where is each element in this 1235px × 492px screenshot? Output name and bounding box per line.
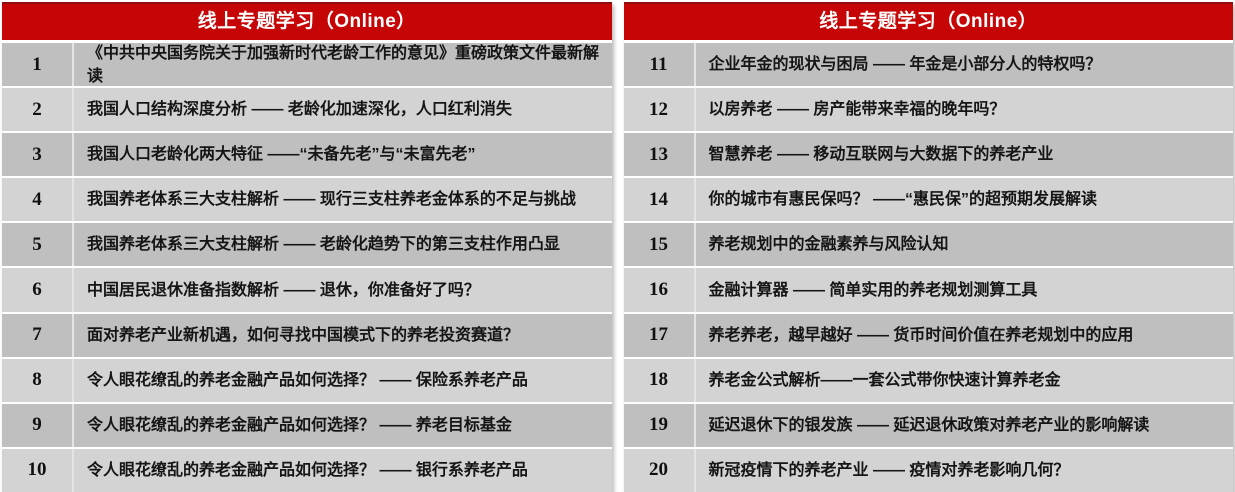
topic-title: 我国养老体系三大支柱解析 —— 现行三支柱养老金体系的不足与挑战 bbox=[72, 178, 612, 222]
topic-title: 养老规划中的金融素养与风险认知 bbox=[693, 223, 1234, 267]
row-number: 20 bbox=[649, 459, 668, 481]
topic-title: 以房养老 —— 房产能带来幸福的晚年吗？ bbox=[693, 88, 1234, 132]
table-header-right: 线上专题学习（Online） bbox=[623, 2, 1233, 40]
topic-title: 令人眼花缭乱的养老金融产品如何选择？ —— 银行系养老产品 bbox=[72, 448, 612, 492]
topic-title: 我国人口老龄化两大特征 ——“未备先老”与“未富先老” bbox=[72, 133, 612, 177]
table-row: 12 以房养老 —— 房产能带来幸福的晚年吗？ bbox=[623, 88, 1234, 132]
row-number: 5 bbox=[32, 233, 42, 255]
table-row: 14 你的城市有惠民保吗？ ——“惠民保”的超预期发展解读 bbox=[623, 178, 1234, 222]
table-row: 5 我国养老体系三大支柱解析 —— 老龄化趋势下的第三支柱作用凸显 bbox=[2, 223, 612, 267]
row-number: 10 bbox=[27, 459, 47, 481]
topic-title: 《中共中央国务院关于加强新时代老龄工作的意见》重磅政策文件最新解读 bbox=[72, 43, 612, 87]
row-number: 15 bbox=[649, 233, 668, 255]
topic-title: 金融计算器 —— 简单实用的养老规划测算工具 bbox=[693, 268, 1234, 312]
topic-title: 令人眼花缭乱的养老金融产品如何选择？ —— 保险系养老产品 bbox=[72, 358, 612, 402]
row-number: 13 bbox=[649, 143, 668, 165]
row-number: 2 bbox=[32, 98, 42, 120]
row-number: 7 bbox=[32, 324, 42, 346]
row-number: 8 bbox=[32, 369, 42, 391]
row-number: 6 bbox=[32, 279, 42, 301]
table-row: 17 养老养老，越早越好 —— 货币时间价值在养老规划中的应用 bbox=[623, 313, 1234, 357]
topic-title: 你的城市有惠民保吗？ ——“惠民保”的超预期发展解读 bbox=[693, 178, 1234, 222]
row-number: 18 bbox=[649, 369, 668, 391]
topic-title: 延迟退休下的银发族 —— 延迟退休政策对养老产业的影响解读 bbox=[693, 403, 1234, 447]
table-row: 15 养老规划中的金融素养与风险认知 bbox=[623, 223, 1234, 267]
topic-title: 智慧养老 —— 移动互联网与大数据下的养老产业 bbox=[693, 133, 1234, 177]
table-row: 3 我国人口老龄化两大特征 ——“未备先老”与“未富先老” bbox=[2, 133, 612, 177]
table-row: 16 金融计算器 —— 简单实用的养老规划测算工具 bbox=[623, 268, 1234, 312]
topic-title: 我国养老体系三大支柱解析 —— 老龄化趋势下的第三支柱作用凸显 bbox=[72, 223, 612, 267]
table-row: 7 面对养老产业新机遇，如何寻找中国模式下的养老投资赛道？ bbox=[2, 313, 612, 357]
row-number: 4 bbox=[32, 188, 42, 210]
online-learning-table-left: 线上专题学习（Online） 1 《中共中央国务院关于加强新时代老龄工作的意见》… bbox=[2, 2, 612, 492]
topic-title: 我国人口结构深度分析 —— 老龄化加速深化，人口红利消失 bbox=[72, 88, 612, 132]
row-number: 19 bbox=[649, 414, 668, 436]
row-number: 17 bbox=[649, 324, 668, 346]
row-number: 3 bbox=[32, 143, 42, 165]
table-row: 4 我国养老体系三大支柱解析 —— 现行三支柱养老金体系的不足与挑战 bbox=[2, 178, 612, 222]
table-row: 19 延迟退休下的银发族 —— 延迟退休政策对养老产业的影响解读 bbox=[623, 403, 1234, 447]
row-number: 14 bbox=[649, 188, 668, 210]
topic-title: 面对养老产业新机遇，如何寻找中国模式下的养老投资赛道？ bbox=[72, 313, 612, 357]
topic-title: 企业年金的现状与困局 —— 年金是小部分人的特权吗？ bbox=[693, 43, 1234, 87]
online-learning-table-right: 线上专题学习（Online） 11 企业年金的现状与困局 —— 年金是小部分人的… bbox=[623, 2, 1234, 492]
table-row: 8 令人眼花缭乱的养老金融产品如何选择？ —— 保险系养老产品 bbox=[2, 358, 612, 402]
row-number: 1 bbox=[32, 53, 42, 75]
row-number: 11 bbox=[649, 53, 668, 75]
row-number: 16 bbox=[649, 279, 668, 301]
topic-title: 新冠疫情下的养老产业 —— 疫情对养老影响几何？ bbox=[693, 448, 1234, 492]
table-row: 1 《中共中央国务院关于加强新时代老龄工作的意见》重磅政策文件最新解读 bbox=[2, 43, 612, 87]
row-number: 9 bbox=[32, 414, 42, 436]
table-body-right: 11 企业年金的现状与困局 —— 年金是小部分人的特权吗？ 12 以房养老 ——… bbox=[623, 43, 1234, 492]
table-row: 10 令人眼花缭乱的养老金融产品如何选择？ —— 银行系养老产品 bbox=[2, 448, 612, 492]
table-row: 18 养老金公式解析——一套公式带你快速计算养老金 bbox=[623, 358, 1234, 402]
table-row: 9 令人眼花缭乱的养老金融产品如何选择？ —— 养老目标基金 bbox=[2, 403, 612, 447]
topic-title: 养老金公式解析——一套公式带你快速计算养老金 bbox=[693, 358, 1234, 402]
table-row: 13 智慧养老 —— 移动互联网与大数据下的养老产业 bbox=[623, 133, 1234, 177]
topic-title: 中国居民退休准备指数解析 —— 退休，你准备好了吗？ bbox=[72, 268, 612, 312]
table-row: 6 中国居民退休准备指数解析 —— 退休，你准备好了吗？ bbox=[2, 268, 612, 312]
table-header-left: 线上专题学习（Online） bbox=[2, 2, 612, 40]
table-row: 11 企业年金的现状与困局 —— 年金是小部分人的特权吗？ bbox=[623, 43, 1234, 87]
table-body-left: 1 《中共中央国务院关于加强新时代老龄工作的意见》重磅政策文件最新解读 2 我国… bbox=[2, 43, 612, 492]
table-row: 20 新冠疫情下的养老产业 —— 疫情对养老影响几何？ bbox=[623, 448, 1234, 492]
row-number: 12 bbox=[649, 98, 668, 120]
topic-title: 养老养老，越早越好 —— 货币时间价值在养老规划中的应用 bbox=[693, 313, 1234, 357]
table-row: 2 我国人口结构深度分析 —— 老龄化加速深化，人口红利消失 bbox=[2, 88, 612, 132]
topic-title: 令人眼花缭乱的养老金融产品如何选择？ —— 养老目标基金 bbox=[72, 403, 612, 447]
